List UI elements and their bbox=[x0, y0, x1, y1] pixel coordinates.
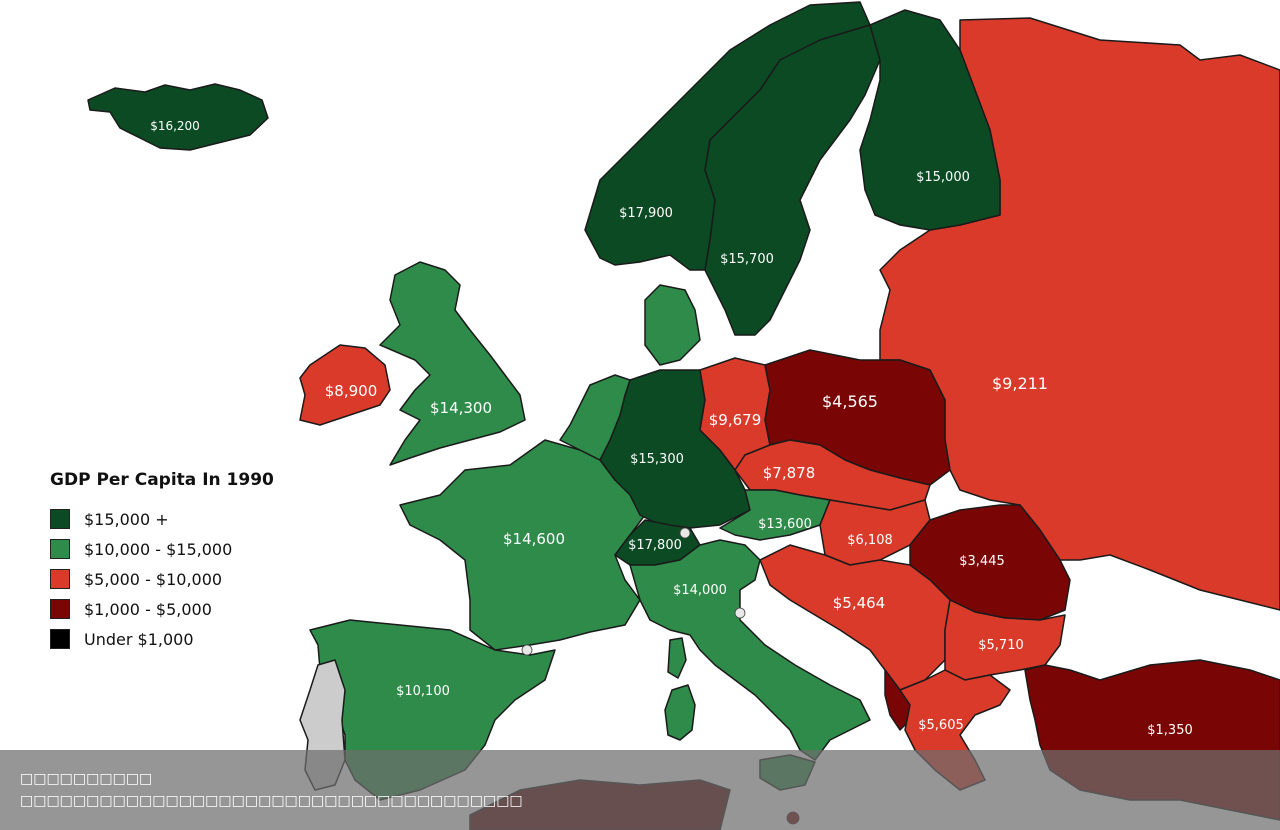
legend-swatch bbox=[50, 509, 70, 529]
legend-label: $5,000 - $10,000 bbox=[84, 569, 223, 589]
label-germany: $15,300 bbox=[630, 452, 684, 467]
label-austria: $13,600 bbox=[758, 517, 812, 532]
legend-item-10000-15000: $10,000 - $15,000 bbox=[50, 534, 300, 564]
region-corsica bbox=[667, 637, 687, 679]
legend-swatch bbox=[50, 539, 70, 559]
legend-item-under-1000: Under $1,000 bbox=[50, 624, 300, 654]
label-sweden: $15,700 bbox=[720, 252, 774, 267]
region-austria bbox=[719, 489, 831, 541]
legend-item-1000-5000: $1,000 - $5,000 bbox=[50, 594, 300, 624]
legend-label: $10,000 - $15,000 bbox=[84, 539, 233, 559]
label-hungary: $6,108 bbox=[847, 533, 893, 548]
region-italy bbox=[629, 539, 871, 761]
label-france: $14,600 bbox=[503, 530, 565, 548]
city-dot bbox=[679, 527, 691, 539]
region-sweden bbox=[704, 24, 881, 336]
label-united-kingdom: $14,300 bbox=[430, 399, 492, 417]
label-yugoslavia: $5,464 bbox=[833, 594, 886, 612]
legend-swatch bbox=[50, 629, 70, 649]
region-france bbox=[399, 439, 646, 651]
label-italy: $14,000 bbox=[673, 583, 727, 598]
legend-label: $1,000 - $5,000 bbox=[84, 599, 212, 619]
region-finland bbox=[859, 9, 1001, 231]
label-iceland: $16,200 bbox=[150, 119, 200, 133]
legend-item-5000-10000: $5,000 - $10,000 bbox=[50, 564, 300, 594]
legend-swatch bbox=[50, 599, 70, 619]
label-east-germany: $9,679 bbox=[709, 411, 762, 429]
label-norway: $17,900 bbox=[619, 206, 673, 221]
region-united-kingdom bbox=[379, 261, 526, 466]
label-soviet-union: $9,211 bbox=[992, 374, 1048, 393]
caption-line-1: □□□□□□□□□□ bbox=[20, 771, 153, 787]
legend-title: GDP Per Capita In 1990 bbox=[50, 470, 274, 490]
label-finland: $15,000 bbox=[916, 170, 970, 185]
label-greece: $5,605 bbox=[918, 718, 964, 733]
city-dot bbox=[734, 607, 746, 619]
label-romania: $3,445 bbox=[959, 554, 1005, 569]
label-poland: $4,565 bbox=[822, 392, 878, 411]
legend-swatch bbox=[50, 569, 70, 589]
city-dot bbox=[521, 644, 533, 656]
region-iceland bbox=[87, 83, 269, 151]
label-czechoslovakia: $7,878 bbox=[763, 464, 816, 482]
region-benelux bbox=[559, 374, 631, 461]
label-bulgaria: $5,710 bbox=[978, 638, 1024, 653]
label-turkey: $1,350 bbox=[1147, 723, 1193, 738]
label-spain: $10,100 bbox=[396, 684, 450, 699]
label-switzerland: $17,800 bbox=[628, 538, 682, 553]
label-ireland: $8,900 bbox=[325, 382, 378, 400]
legend-label: $15,000 + bbox=[84, 509, 169, 529]
region-sardinia bbox=[664, 684, 696, 741]
caption-line-2: □□□□□□□□□□□□□□□□□□□□□□□□□□□□□□□□□□□□□□ bbox=[20, 793, 523, 809]
legend-label: Under $1,000 bbox=[84, 629, 194, 649]
legend: GDP Per Capita In 1990 $15,000 + $10,000… bbox=[50, 470, 300, 654]
region-ireland bbox=[299, 344, 391, 426]
region-denmark bbox=[644, 284, 701, 366]
legend-item-15000-plus: $15,000 + bbox=[50, 504, 300, 534]
caption-bar: □□□□□□□□□□ □□□□□□□□□□□□□□□□□□□□□□□□□□□□□… bbox=[0, 750, 1280, 830]
